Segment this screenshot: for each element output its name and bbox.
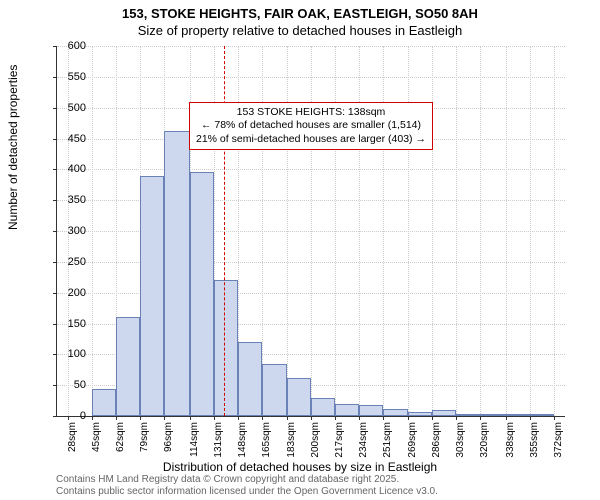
y-tick-label: 600 [56, 40, 86, 52]
y-tick-label: 550 [56, 71, 86, 83]
x-tick-label: 269sqm [407, 422, 418, 472]
histogram-bar [530, 414, 554, 416]
histogram-bar [335, 404, 359, 416]
x-tick [190, 416, 191, 420]
x-tick-label: 183sqm [286, 422, 297, 472]
x-tick-label: 114sqm [189, 422, 200, 472]
x-tick-label: 148sqm [237, 422, 248, 472]
gridline-v [456, 46, 457, 416]
histogram-bar [140, 176, 164, 417]
y-tick-label: 50 [56, 379, 86, 391]
y-tick-label: 450 [56, 133, 86, 145]
x-tick [262, 416, 263, 420]
x-tick [456, 416, 457, 420]
x-tick-label: 45sqm [91, 422, 102, 472]
x-tick [311, 416, 312, 420]
annotation-line1: 153 STOKE HEIGHTS: 138sqm [196, 106, 426, 120]
histogram-bar [214, 280, 238, 416]
title-line1: 153, STOKE HEIGHTS, FAIR OAK, EASTLEIGH,… [0, 0, 600, 21]
histogram-bar [164, 131, 189, 416]
footer: Contains HM Land Registry data © Crown c… [56, 474, 438, 498]
title-line2: Size of property relative to detached ho… [0, 21, 600, 38]
gridline-v [530, 46, 531, 416]
histogram-bar [287, 378, 311, 416]
x-tick [92, 416, 93, 420]
y-tick-label: 0 [56, 410, 86, 422]
footer-line2: Contains public sector information licen… [56, 486, 438, 498]
histogram-bar [238, 342, 262, 416]
x-tick [383, 416, 384, 420]
gridline-v [480, 46, 481, 416]
x-tick [238, 416, 239, 420]
x-tick [116, 416, 117, 420]
x-tick [530, 416, 531, 420]
histogram-bar [262, 364, 287, 416]
x-tick [140, 416, 141, 420]
annotation-line3: 21% of semi-detached houses are larger (… [196, 133, 426, 147]
x-tick [554, 416, 555, 420]
footer-line1: Contains HM Land Registry data © Crown c… [56, 474, 438, 486]
histogram-bar [456, 414, 480, 416]
x-tick-label: 320sqm [479, 422, 490, 472]
gridline-v [554, 46, 555, 416]
histogram-bar [506, 414, 530, 416]
histogram-bar [383, 409, 408, 416]
histogram-bar [190, 172, 214, 416]
chart-container: 153, STOKE HEIGHTS, FAIR OAK, EASTLEIGH,… [0, 0, 600, 500]
x-tick-label: 96sqm [163, 422, 174, 472]
x-tick [408, 416, 409, 420]
x-tick-label: 79sqm [139, 422, 150, 472]
annotation-line2: ← 78% of detached houses are smaller (1,… [196, 119, 426, 133]
plot-area: 153 STOKE HEIGHTS: 138sqm← 78% of detach… [56, 46, 565, 417]
x-tick [164, 416, 165, 420]
x-tick-label: 251sqm [382, 422, 393, 472]
y-tick-label: 300 [56, 225, 86, 237]
y-axis-label: Number of detached properties [6, 65, 20, 230]
gridline-v [506, 46, 507, 416]
y-tick-label: 400 [56, 163, 86, 175]
y-tick-label: 500 [56, 102, 86, 114]
y-tick-label: 150 [56, 318, 86, 330]
histogram-bar [408, 412, 432, 416]
y-tick-label: 350 [56, 194, 86, 206]
x-tick [432, 416, 433, 420]
x-tick-label: 338sqm [505, 422, 516, 472]
histogram-bar [311, 398, 335, 417]
x-tick-label: 234sqm [358, 422, 369, 472]
x-tick-label: 165sqm [261, 422, 272, 472]
x-tick [287, 416, 288, 420]
gridline-v [92, 46, 93, 416]
histogram-bar [92, 389, 116, 416]
x-tick-label: 62sqm [115, 422, 126, 472]
x-tick-label: 355sqm [529, 422, 540, 472]
y-tick-label: 250 [56, 256, 86, 268]
x-tick-label: 28sqm [67, 422, 78, 472]
x-tick [480, 416, 481, 420]
annotation-box: 153 STOKE HEIGHTS: 138sqm← 78% of detach… [189, 102, 433, 151]
x-tick-label: 372sqm [553, 422, 564, 472]
x-tick-label: 131sqm [213, 422, 224, 472]
histogram-bar [359, 405, 383, 416]
x-tick [506, 416, 507, 420]
histogram-bar [116, 317, 140, 416]
x-tick [214, 416, 215, 420]
x-tick [335, 416, 336, 420]
histogram-bar [432, 410, 456, 416]
y-tick-label: 200 [56, 287, 86, 299]
x-tick-label: 217sqm [334, 422, 345, 472]
x-tick-label: 286sqm [431, 422, 442, 472]
histogram-bar [480, 414, 505, 416]
chart-area: 153 STOKE HEIGHTS: 138sqm← 78% of detach… [56, 46, 564, 416]
x-tick-label: 200sqm [310, 422, 321, 472]
x-tick [359, 416, 360, 420]
x-tick-label: 303sqm [455, 422, 466, 472]
y-tick-label: 100 [56, 348, 86, 360]
